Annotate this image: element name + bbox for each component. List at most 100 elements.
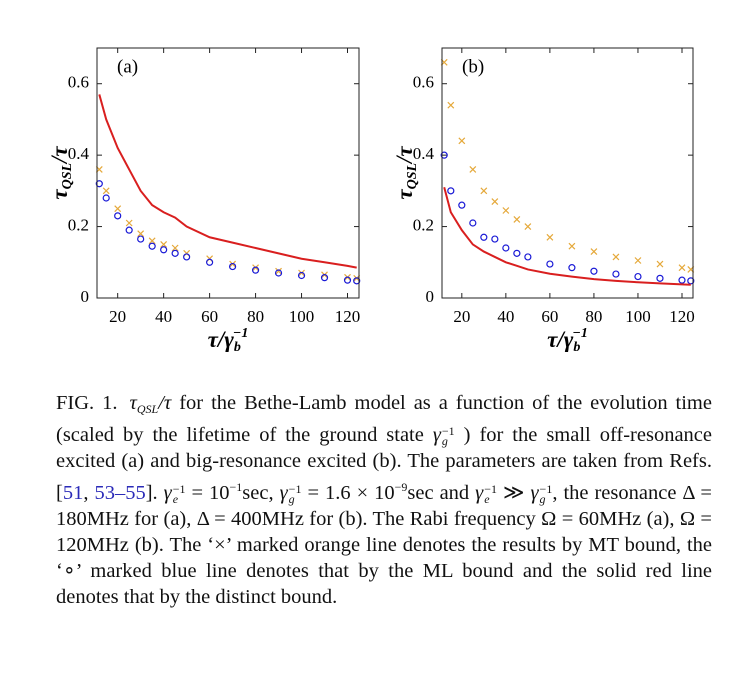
circle-marker [447, 187, 455, 195]
math-sub: g [539, 492, 546, 507]
caption-text: sec and [407, 482, 476, 504]
math-sup: −9 [394, 480, 408, 494]
circle-marker [102, 194, 110, 202]
ref-link[interactable]: 53–55 [94, 482, 146, 504]
circle-marker [114, 212, 122, 220]
caption-text: , [83, 482, 95, 504]
math: γ [279, 482, 288, 504]
figure: 00.20.40.620 40 60 80 100 120(a)τQSL/ττ/γb−10… [47, 47, 695, 355]
circle-marker [502, 244, 510, 252]
caption-text: ]. [145, 482, 164, 504]
circle-marker [137, 235, 145, 243]
math-sub: e [484, 492, 490, 507]
panel-label: (a) [117, 56, 138, 77]
series-line [98, 94, 357, 269]
math: /τ [158, 392, 172, 414]
caption-text: sec, [242, 482, 280, 504]
circle-marker [171, 249, 179, 257]
caption-text: for the Bethe-Lamb model as a function o… [56, 392, 712, 446]
cross-marker [458, 137, 466, 145]
cross-marker [678, 264, 686, 272]
circle-marker [634, 272, 642, 281]
y-axis-label-part: QSL [60, 163, 75, 189]
x-tick-label: 20 [453, 307, 470, 326]
circle-marker [590, 267, 598, 275]
x-tick-label: 60 [201, 307, 218, 326]
y-tick-label: 0.4 [413, 144, 435, 163]
circle-marker [458, 201, 466, 209]
y-tick-label: 0.2 [413, 215, 434, 234]
circle-marker [160, 246, 168, 254]
x-axis-label: τ/γb−1 [547, 326, 588, 355]
circle-marker [251, 266, 260, 274]
circle-marker [148, 242, 156, 250]
circle-marker [524, 253, 532, 261]
y-tick-label: 0.2 [68, 215, 89, 234]
x-axis-label-part: −1 [233, 326, 248, 341]
y-axis-label-part: τ [47, 189, 72, 200]
circle-marker [274, 269, 283, 277]
y-axis-label-part: /τ [47, 146, 72, 165]
panel: 0 0.2 0.4 0.6 20 40 60 80 100 120 (b) τQSL/τ τ/γb−1 [392, 47, 695, 355]
math-script: −1 e [484, 482, 498, 507]
cross-marker [171, 244, 179, 252]
cross-marker [634, 257, 642, 264]
y-axis-label: τQSL/τ [392, 146, 420, 200]
cross-marker [480, 187, 488, 195]
x-tick-label: 80 [247, 307, 264, 326]
circle-marker [513, 249, 521, 257]
math: τ [129, 392, 137, 414]
y-tick-label: 0.6 [68, 73, 89, 92]
cross-marker [612, 253, 620, 261]
ref-link[interactable]: 51 [62, 482, 84, 504]
circle-marker [469, 219, 477, 227]
circle-marker [343, 276, 352, 284]
x-axis-label: τ/γb−1 [208, 326, 249, 355]
series-line [443, 187, 691, 286]
y-tick-label: 0 [81, 287, 90, 306]
x-tick-label: 120 [669, 307, 695, 326]
cross-marker [568, 242, 576, 250]
cross-marker [137, 230, 145, 238]
math-sup: −1 [484, 482, 498, 497]
cross-marker [590, 248, 598, 255]
caption-text: ) for the small off-resonance excited (a… [56, 424, 713, 504]
cross-marker [125, 219, 133, 227]
circle-marker [440, 151, 448, 159]
x-tick-label: 60 [541, 307, 558, 326]
math: γ [432, 424, 441, 446]
panel-label: (b) [462, 56, 484, 77]
circle-marker [320, 274, 329, 282]
x-axis-label-part: τ/γ [208, 327, 235, 352]
x-tick-label: 40 [155, 307, 172, 326]
x-tick-label: 100 [625, 307, 651, 326]
math-script: −1 e [172, 482, 186, 507]
caption-text: , the resonance Δ = 180MHz for (a), Δ = … [56, 482, 712, 608]
cross-marker [513, 216, 521, 223]
cross-marker [546, 233, 554, 241]
math-sub: QSL [136, 402, 159, 416]
y-tick-label: 0.6 [413, 73, 434, 92]
math: γ [163, 482, 172, 504]
math: γ [530, 482, 539, 504]
x-tick-label: 120 [335, 307, 361, 326]
x-tick-label: 40 [497, 307, 514, 326]
cross-marker [447, 101, 455, 109]
x-axis-label-part: τ/γ [547, 327, 574, 352]
circle-marker [297, 271, 306, 280]
axes-frame [441, 47, 694, 299]
cross-marker [491, 198, 499, 205]
circle-marker [95, 180, 103, 188]
circle-marker [206, 258, 214, 266]
y-tick-label: 0.4 [68, 144, 90, 163]
circle-marker [568, 264, 576, 272]
caption-text: = 1.6 × 10 [301, 482, 395, 504]
caption: FIG. 1. τQSL/τ for the Bethe-Lamb model a… [56, 390, 712, 610]
math-sup: −1 [288, 482, 302, 497]
math-sub: e [172, 492, 179, 507]
cross-marker [114, 205, 122, 213]
cross-marker [160, 241, 168, 248]
x-axis-label-part: b [234, 340, 241, 355]
math-script: −1 g [288, 482, 302, 505]
math-sup: −1 [172, 482, 186, 497]
